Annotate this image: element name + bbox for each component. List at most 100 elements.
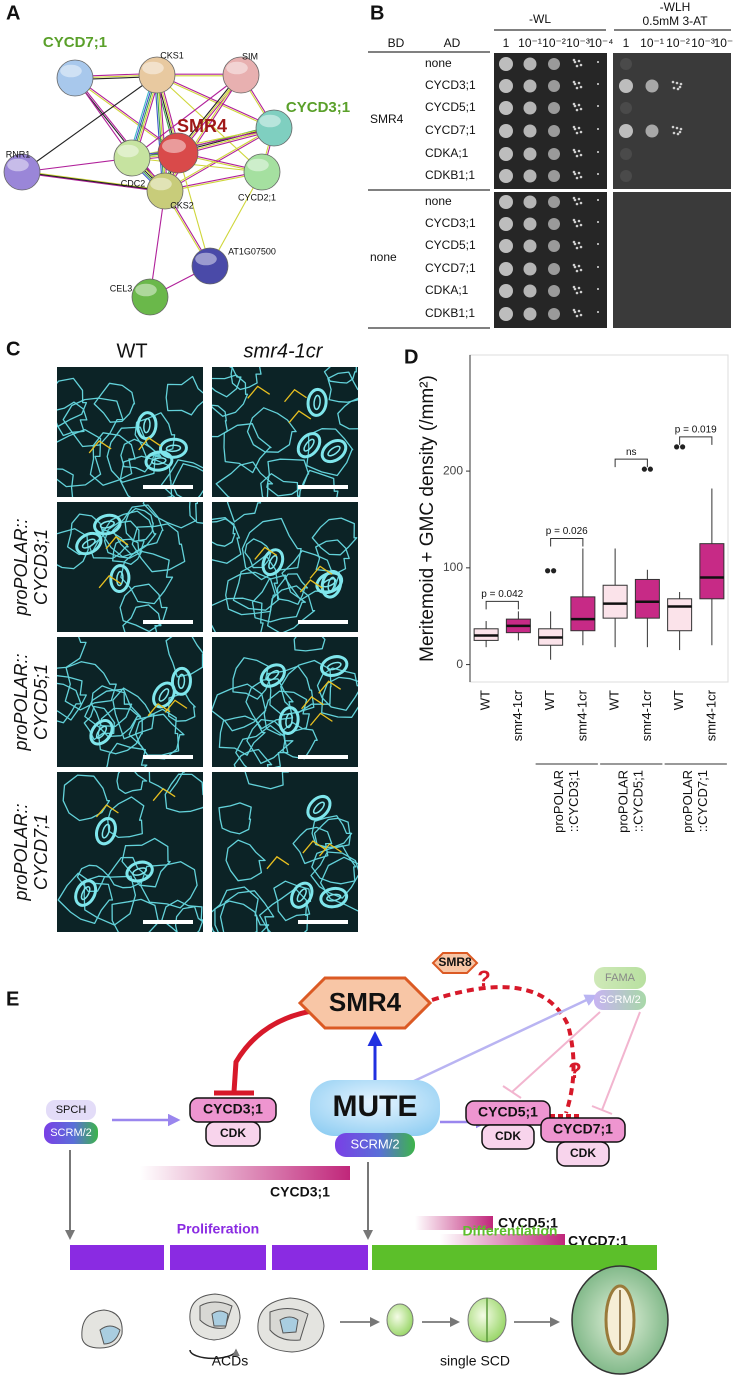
stoma bbox=[170, 666, 192, 696]
stoma bbox=[319, 886, 349, 909]
yeast-spot bbox=[579, 268, 583, 272]
ad-label: CYCD7;1 bbox=[425, 123, 476, 137]
dilution-label: 10⁻³ bbox=[691, 36, 715, 50]
smr4-node bbox=[297, 976, 433, 1030]
cell-outline bbox=[316, 667, 358, 711]
cell-outline bbox=[212, 367, 242, 398]
yeast-spot bbox=[619, 79, 633, 93]
cell-outline bbox=[62, 774, 111, 822]
inhibition bbox=[601, 1011, 641, 1111]
node-highlight bbox=[7, 158, 29, 172]
stoma-pore bbox=[296, 888, 307, 903]
yeast-spot bbox=[577, 241, 581, 245]
micrograph bbox=[57, 502, 203, 632]
yeast-spot bbox=[597, 151, 599, 153]
x-tick-label: WT bbox=[542, 690, 557, 710]
yeast-spot bbox=[597, 105, 599, 107]
yeast-spot bbox=[575, 176, 579, 180]
gradient-label: CYCD7;1 bbox=[568, 1233, 628, 1249]
stoma-pore bbox=[327, 576, 336, 592]
cell-outline bbox=[293, 637, 326, 652]
stoma-pore bbox=[132, 867, 148, 876]
dilution-label: 10⁻⁴ bbox=[714, 36, 733, 50]
yeast-spot bbox=[572, 58, 576, 62]
yeast-spot bbox=[577, 309, 581, 313]
phase-bar bbox=[372, 1245, 657, 1270]
edge bbox=[21, 157, 133, 173]
edge bbox=[157, 74, 167, 191]
node bbox=[146, 172, 184, 210]
stoma-pore bbox=[266, 669, 280, 682]
cell-outline bbox=[161, 899, 203, 932]
yeast-spot bbox=[671, 80, 675, 84]
cell-outline bbox=[260, 473, 300, 497]
yeast-spot bbox=[597, 61, 599, 63]
yeast-spot bbox=[573, 172, 577, 176]
ad-label: none bbox=[425, 56, 452, 70]
yeast-spot bbox=[579, 245, 583, 249]
yeast-spot bbox=[548, 285, 560, 297]
cell-outline bbox=[64, 661, 117, 711]
box bbox=[602, 584, 628, 619]
row-label: proPOLAR:: bbox=[11, 518, 31, 616]
yeast-spot bbox=[573, 150, 577, 154]
node bbox=[157, 132, 199, 174]
yeast-spot bbox=[523, 195, 537, 209]
lineage-trace bbox=[247, 385, 271, 399]
micrograph bbox=[212, 367, 358, 497]
scale-bar bbox=[298, 755, 348, 759]
cell-outline bbox=[116, 772, 148, 795]
yeast-spot bbox=[548, 80, 560, 92]
lineage-trace bbox=[164, 699, 188, 713]
plate bbox=[494, 53, 607, 189]
stoma bbox=[75, 531, 103, 556]
x-tick-label: smr4-1cr bbox=[639, 689, 654, 741]
lineage-trace bbox=[95, 804, 119, 818]
yeast-spot bbox=[620, 170, 632, 182]
stoma bbox=[278, 706, 300, 735]
question-mark: ? bbox=[477, 966, 490, 991]
edge bbox=[156, 75, 274, 130]
bd-label: none bbox=[370, 250, 397, 264]
phase-bar bbox=[272, 1245, 368, 1270]
yeast-spot bbox=[572, 80, 576, 84]
node-highlight bbox=[259, 114, 281, 128]
cell-outline bbox=[57, 377, 88, 428]
group-label: proPOLAR bbox=[551, 770, 566, 833]
column-header: BD bbox=[388, 36, 405, 50]
yeast-spot bbox=[597, 221, 599, 223]
cell-outline bbox=[273, 880, 312, 922]
yeast-spot bbox=[671, 125, 675, 129]
micrograph-background bbox=[57, 772, 203, 932]
cell-outline bbox=[165, 375, 203, 416]
cell-outline bbox=[306, 428, 354, 477]
stoma-pore bbox=[99, 520, 115, 529]
p-value: p = 0.019 bbox=[675, 425, 717, 436]
yeast-spot bbox=[645, 124, 659, 138]
node-label: AT1G07500 bbox=[228, 246, 276, 256]
network-panel: CYCD7;1 CKS1 SIM CYCD3;1 SMR4 CDC2 CKS2 CYCD2;1… bbox=[3, 34, 350, 316]
yeast-spot bbox=[577, 149, 581, 153]
stoma bbox=[320, 569, 343, 599]
yeast-spot bbox=[573, 310, 577, 314]
cell-outline bbox=[310, 851, 358, 899]
medium-condition: 0.5mM 3-AT bbox=[642, 14, 708, 28]
box bbox=[699, 543, 725, 600]
column-header: WT bbox=[116, 340, 147, 362]
micrograph-background bbox=[57, 502, 203, 632]
cell-outline bbox=[120, 438, 161, 473]
stoma-pore bbox=[81, 538, 96, 549]
yeast-spot bbox=[579, 313, 583, 317]
yeast-spot bbox=[499, 147, 513, 161]
edge bbox=[157, 73, 275, 128]
yeast-spot bbox=[572, 102, 576, 106]
scale-bar bbox=[143, 920, 193, 924]
scrm-node bbox=[44, 1122, 98, 1144]
dilution-label: 1 bbox=[623, 36, 630, 50]
yeast-spot bbox=[573, 265, 577, 269]
yeast-spot bbox=[577, 171, 581, 175]
micrograph bbox=[57, 637, 203, 767]
yeast-spot bbox=[548, 196, 560, 208]
lineage-trace bbox=[318, 680, 342, 694]
yeast-spot bbox=[577, 81, 581, 85]
